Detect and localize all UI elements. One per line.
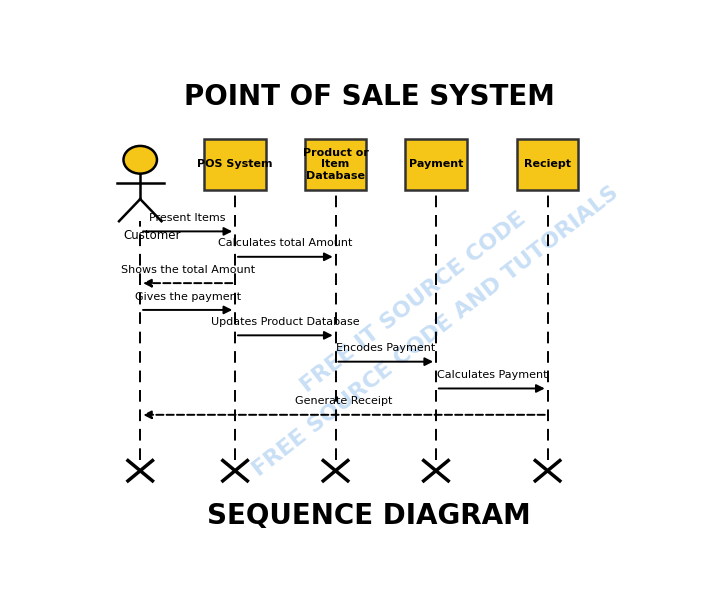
Text: Encodes Payment: Encodes Payment — [336, 343, 436, 353]
Text: Reciept: Reciept — [524, 160, 571, 169]
Text: Customer: Customer — [124, 229, 181, 242]
FancyBboxPatch shape — [204, 139, 266, 190]
Text: Generate Receipt: Generate Receipt — [295, 397, 392, 406]
Text: Gives the payment: Gives the payment — [135, 292, 240, 302]
Text: Present Items: Present Items — [150, 213, 226, 223]
FancyBboxPatch shape — [305, 139, 366, 190]
Text: POINT OF SALE SYSTEM: POINT OF SALE SYSTEM — [184, 83, 554, 112]
Text: Updates Product Database: Updates Product Database — [211, 317, 359, 327]
Text: Payment: Payment — [409, 160, 463, 169]
Text: Product or
Item
Database: Product or Item Database — [302, 148, 369, 181]
Text: Calculates Payment: Calculates Payment — [436, 370, 547, 380]
Text: Shows the total Amount: Shows the total Amount — [120, 265, 255, 275]
FancyBboxPatch shape — [517, 139, 578, 190]
Text: POS System: POS System — [197, 160, 273, 169]
Text: FREE IT SOURCE CODE
FREE SOURCE CODE AND TUTORIALS: FREE IT SOURCE CODE FREE SOURCE CODE AND… — [227, 154, 623, 480]
FancyBboxPatch shape — [405, 139, 467, 190]
Text: SEQUENCE DIAGRAM: SEQUENCE DIAGRAM — [207, 502, 531, 530]
Circle shape — [124, 146, 157, 173]
Text: Calculates total Amount: Calculates total Amount — [218, 238, 353, 248]
